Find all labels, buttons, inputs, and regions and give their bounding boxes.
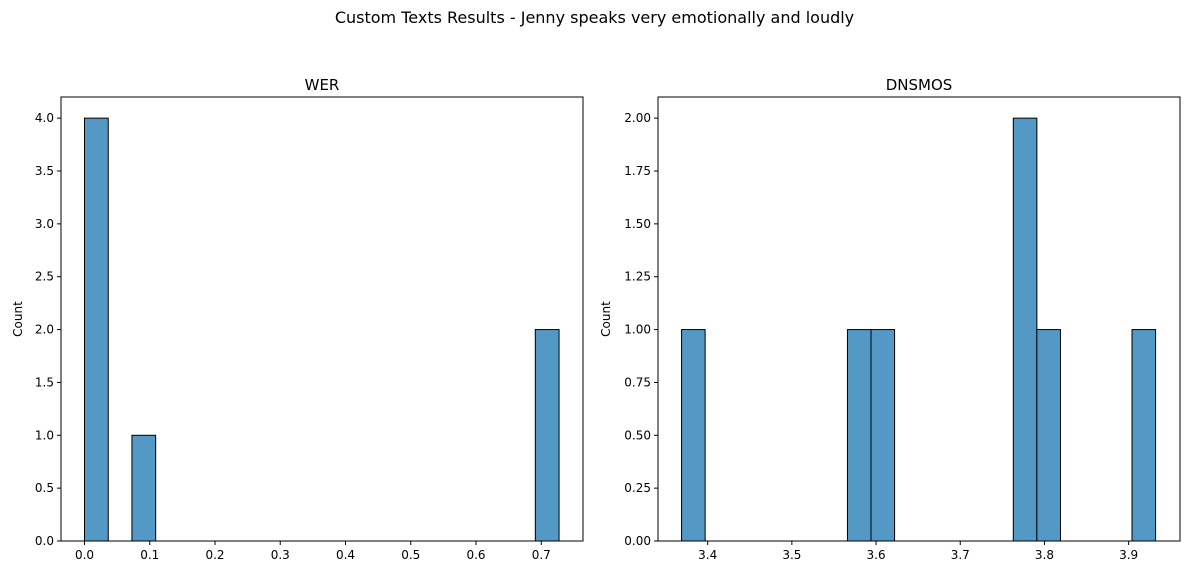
- wer-histogram: 0.0 0.1 0.2 0.3 0.4 0.5 0.6 0.7 0.0 0.5 1.0 1.5 2.0 2…: [11, 76, 584, 562]
- dnsmos-y-tick-label: 0.25: [624, 481, 651, 495]
- dnsmos-bar: [681, 329, 706, 542]
- wer-title: WER: [305, 76, 340, 94]
- dnsmos-y-tick-label: 2.00: [624, 111, 651, 125]
- figure-title: Custom Texts Results - Jenny speaks very…: [335, 8, 854, 27]
- wer-axes-frame: [60, 96, 584, 542]
- wer-y-tick-label: 4.0: [35, 111, 54, 125]
- wer-y-axis-label: Count: [11, 301, 25, 337]
- wer-y-tick-label: 1.5: [35, 375, 54, 389]
- wer-bar: [131, 434, 157, 542]
- dnsmos-y-tick-label: 0.00: [624, 534, 651, 548]
- dnsmos-bar: [1012, 117, 1038, 542]
- dnsmos-bar: [1036, 329, 1061, 542]
- wer-y-tick-label: 2.5: [35, 270, 54, 284]
- wer-y-tick-label: 3.5: [35, 164, 54, 178]
- wer-bar: [534, 329, 560, 542]
- dnsmos-y-tick-label: 1.25: [624, 270, 651, 284]
- dnsmos-axes-frame: [657, 96, 1181, 542]
- wer-x-tick-label: 0.3: [271, 548, 290, 562]
- wer-x-tick-label: 0.7: [532, 548, 551, 562]
- wer-x-tick-label: 0.1: [140, 548, 159, 562]
- wer-x-tick-label: 0.4: [336, 548, 355, 562]
- wer-y-tick-label: 0.5: [35, 481, 54, 495]
- dnsmos-x-tick-label: 3.7: [951, 548, 970, 562]
- wer-x-tick-label: 0.6: [466, 548, 485, 562]
- wer-y-tick-label: 0.0: [35, 534, 54, 548]
- dnsmos-x-tick-label: 3.4: [698, 548, 717, 562]
- wer-bar: [83, 117, 109, 542]
- wer-x-tick-label: 0.2: [205, 548, 224, 562]
- wer-y-tick-label: 2.0: [35, 323, 54, 337]
- dnsmos-y-tick-label: 1.75: [624, 164, 651, 178]
- dnsmos-bar: [1131, 329, 1157, 542]
- dnsmos-histogram: 3.4 3.5 3.6 3.7 3.8 3.9 0.00 0.25 0.50 0.75 1.00 1.…: [599, 76, 1181, 562]
- wer-y-tick-label: 1.0: [35, 428, 54, 442]
- dnsmos-x-tick-label: 3.8: [1035, 548, 1054, 562]
- dnsmos-bar: [846, 329, 872, 542]
- dnsmos-y-tick-label: 0.50: [624, 428, 651, 442]
- dnsmos-y-axis-label: Count: [599, 301, 613, 337]
- dnsmos-y-tick-label: 1.00: [624, 323, 651, 337]
- dnsmos-x-tick-label: 3.9: [1119, 548, 1138, 562]
- wer-y-tick-label: 3.0: [35, 217, 54, 231]
- dnsmos-title: DNSMOS: [886, 76, 953, 94]
- dnsmos-x-tick-label: 3.6: [867, 548, 886, 562]
- wer-x-tick-label: 0.5: [401, 548, 420, 562]
- dnsmos-x-tick-label: 3.5: [782, 548, 801, 562]
- dnsmos-y-tick-label: 1.50: [624, 217, 651, 231]
- wer-x-tick-label: 0.0: [75, 548, 94, 562]
- dnsmos-y-tick-label: 0.75: [624, 375, 651, 389]
- dnsmos-bar: [870, 329, 896, 542]
